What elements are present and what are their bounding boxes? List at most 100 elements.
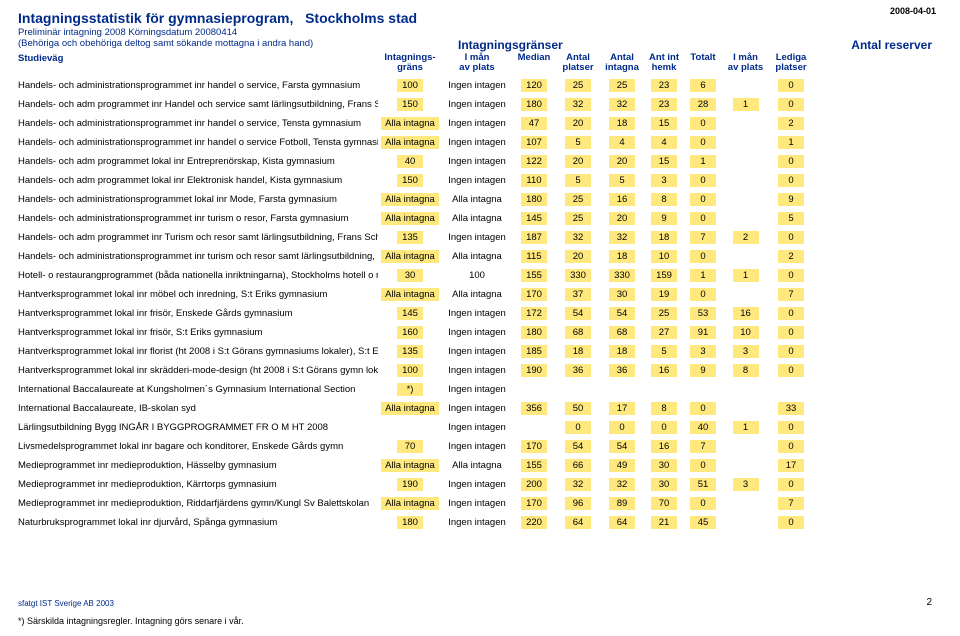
cell-lediga: 1 [769,136,813,149]
cell-totalt: 53 [684,307,722,320]
table-row: Handels- och administrationsprogrammet i… [18,209,942,228]
cell-hemk: 5 [644,345,684,358]
table-row: Handels- och administrationsprogrammet i… [18,247,942,266]
cell-platser: 5 [556,136,600,149]
row-name: Handels- och adm programmet lokal inr En… [18,156,378,167]
col-header-line: hemk [644,63,684,73]
cell-median: 170 [512,440,556,453]
cell-lediga: 0 [769,79,813,92]
cell-lediga: 0 [769,155,813,168]
cell-median: 122 [512,155,556,168]
col-header-line: platser [556,63,600,73]
cell-totalt: 0 [684,402,722,415]
cell-lediga: 0 [769,516,813,529]
row-name: Medieprogrammet inr medieproduktion, Kär… [18,479,378,490]
table-header: Studieväg Intagnings- gräns I mån av pla… [18,53,942,74]
cell-iman2: 3 [722,345,769,358]
row-name: Medieprogrammet inr medieproduktion, Häs… [18,460,378,471]
cell-lediga: 2 [769,250,813,263]
col-header-median: Median [512,53,556,74]
cell-platser: 20 [556,155,600,168]
cell-iman1: Alla intagna [442,213,512,224]
cell-hemk: 30 [644,459,684,472]
cell-intagna: 5 [600,174,644,187]
cell-intagna: 20 [600,155,644,168]
cell-hemk: 18 [644,231,684,244]
cell-platser: 20 [556,117,600,130]
cell-grans: Alla intagna [378,136,442,149]
cell-median: 356 [512,402,556,415]
table-row: Handels- och administrationsprogrammet i… [18,76,942,95]
cell-iman1: Ingen intagen [442,346,512,357]
cell-intagna: 54 [600,307,644,320]
cell-iman1: Ingen intagen [442,384,512,395]
table-row: Livsmedelsprogrammet lokal inr bagare oc… [18,437,942,456]
col-header-line: av plats [442,63,512,73]
col-header-grans: Intagnings- gräns [378,53,442,74]
cell-hemk: 8 [644,402,684,415]
page-number: 2 [926,597,932,608]
cell-hemk: 23 [644,98,684,111]
cell-intagna: 17 [600,402,644,415]
cell-grans: 135 [378,231,442,244]
footnote: *) Särskilda intagningsregler. Intagning… [18,616,244,626]
table-row: Handels- och adm programmet lokal inr En… [18,152,942,171]
cell-lediga: 0 [769,478,813,491]
cell-lediga: 7 [769,288,813,301]
cell-iman1: Ingen intagen [442,137,512,148]
cell-totalt: 45 [684,516,722,529]
cell-lediga: 33 [769,402,813,415]
cell-iman1: Ingen intagen [442,156,512,167]
cell-totalt: 28 [684,98,722,111]
cell-hemk: 16 [644,364,684,377]
cell-median: 155 [512,459,556,472]
row-name: Lärlingsutbildning Bygg INGÅR I BYGGPROG… [18,422,378,433]
cell-lediga: 0 [769,326,813,339]
cell-intagna: 30 [600,288,644,301]
cell-totalt: 51 [684,478,722,491]
table-row: Naturbruksprogrammet lokal inr djurvård,… [18,513,942,532]
cell-iman2: 3 [722,478,769,491]
cell-platser: 54 [556,440,600,453]
cell-totalt: 91 [684,326,722,339]
cell-iman2: 8 [722,364,769,377]
cell-iman1: Ingen intagen [442,232,512,243]
cell-median: 200 [512,478,556,491]
cell-median: 172 [512,307,556,320]
cell-totalt: 0 [684,136,722,149]
cell-intagna: 18 [600,345,644,358]
cell-grans: 30 [378,269,442,282]
row-name: Medieprogrammet inr medieproduktion, Rid… [18,498,378,509]
cell-totalt: 1 [684,269,722,282]
col-header-lediga: Lediga platser [769,53,813,74]
col-header-name: Studieväg [18,53,378,74]
cell-hemk: 70 [644,497,684,510]
title-main: Intagningsstatistik för gymnasieprogram, [18,10,293,26]
cell-hemk: 8 [644,193,684,206]
cell-grans: Alla intagna [378,117,442,130]
table-row: Handels- och adm programmet inr Handel o… [18,95,942,114]
cell-lediga: 7 [769,497,813,510]
table-row: Hantverksprogrammet lokal inr frisör, En… [18,304,942,323]
cell-lediga: 0 [769,98,813,111]
col-header-totalt: Totalt [684,53,722,74]
col-header-hemk: Ant int hemk [644,53,684,74]
cell-lediga: 0 [769,421,813,434]
cell-hemk: 27 [644,326,684,339]
cell-totalt: 0 [684,497,722,510]
cell-grans: Alla intagna [378,402,442,415]
title-city: Stockholms stad [305,10,417,26]
table-row: Hantverksprogrammet lokal inr skrädderi-… [18,361,942,380]
row-name: Hantverksprogrammet lokal inr frisör, S:… [18,327,378,338]
cell-iman1: Ingen intagen [442,308,512,319]
cell-intagna: 32 [600,478,644,491]
row-name: International Baccalaureate, IB-skolan s… [18,403,378,414]
cell-lediga: 17 [769,459,813,472]
cell-platser: 0 [556,421,600,434]
cell-hemk: 3 [644,174,684,187]
cell-hemk: 23 [644,79,684,92]
cell-hemk: 30 [644,478,684,491]
cell-hemk: 21 [644,516,684,529]
cell-median: 110 [512,174,556,187]
cell-iman1: Ingen intagen [442,422,512,433]
